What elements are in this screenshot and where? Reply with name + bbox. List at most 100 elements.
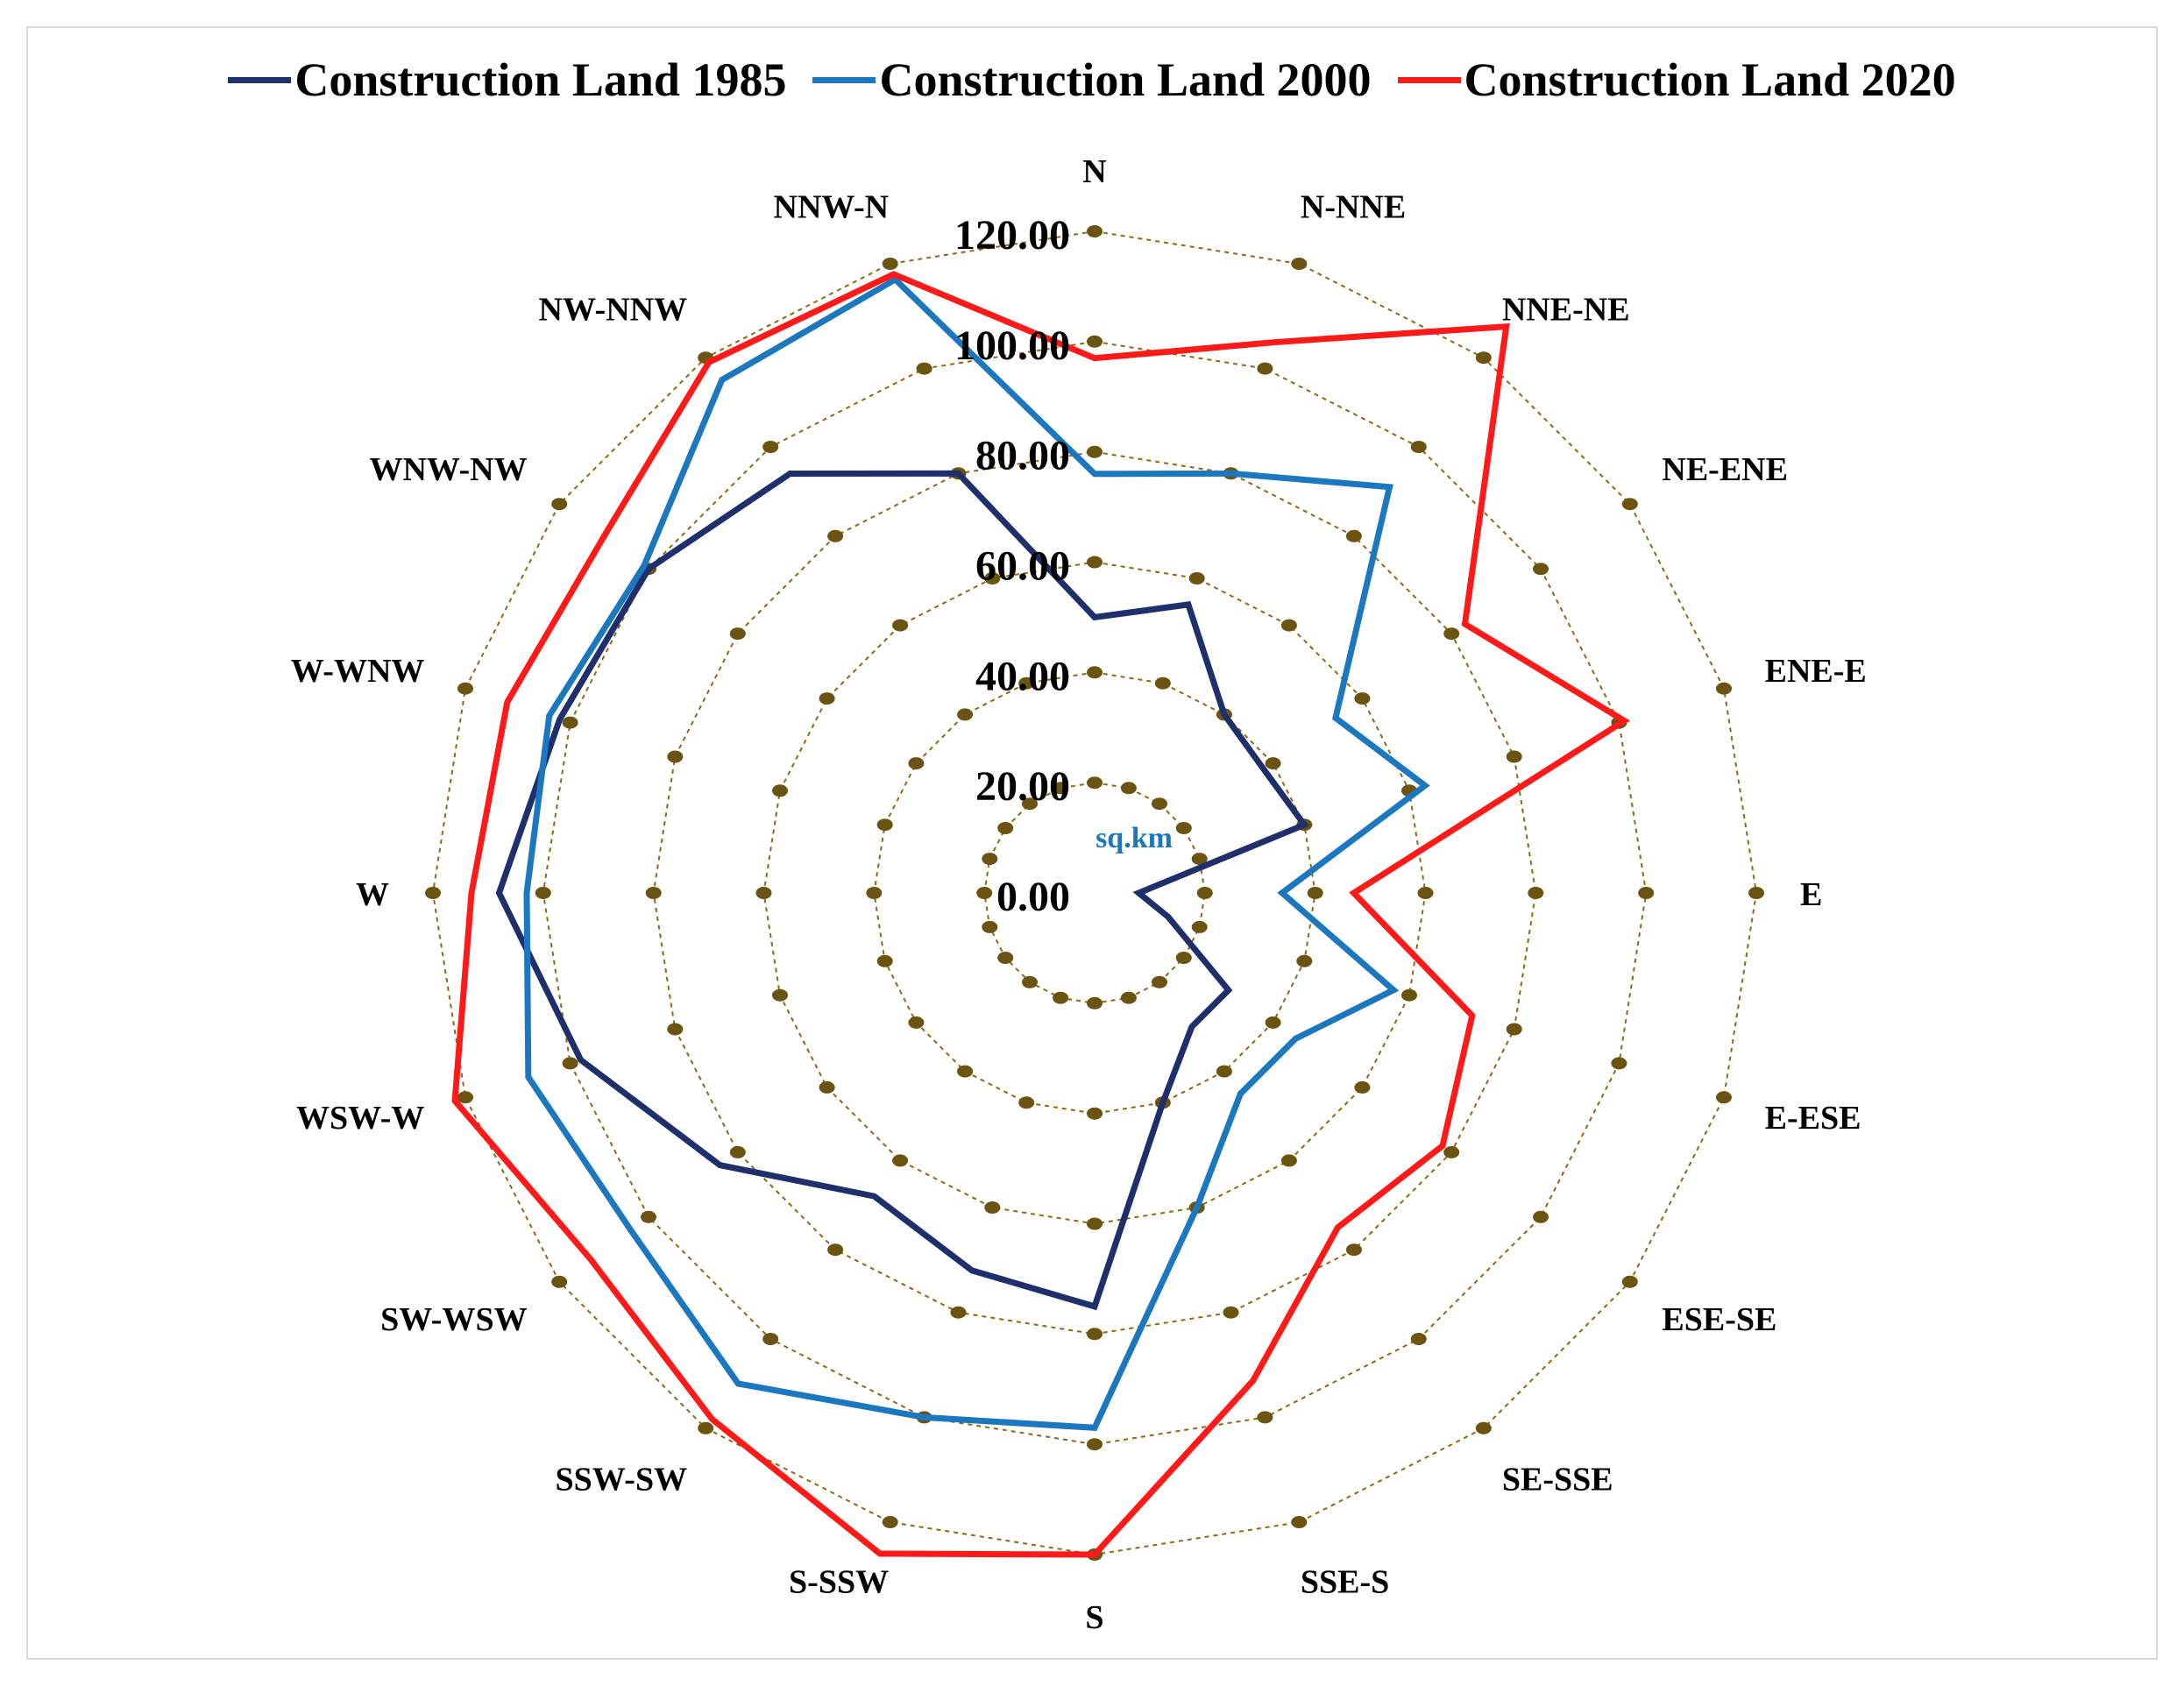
legend-entry-1985[interactable]: Construction Land 1985 — [228, 53, 786, 107]
grid-marker — [876, 954, 893, 967]
grid-marker — [1354, 692, 1371, 705]
grid-marker — [1621, 498, 1638, 511]
grid-marker — [1087, 335, 1103, 348]
category-label-w: W — [356, 876, 389, 913]
legend-entry-2000[interactable]: Construction Land 2000 — [812, 53, 1372, 107]
grid-marker — [1087, 1217, 1103, 1230]
category-label-e: E — [1800, 876, 1822, 913]
grid-marker — [1087, 776, 1103, 790]
chart-frame — [26, 26, 2158, 1660]
grid-marker — [957, 1065, 974, 1078]
r-tick-label: 20.00 — [975, 763, 1070, 810]
category-label-wnw-nw: WNW-NW — [369, 451, 527, 488]
grid-marker — [772, 988, 788, 1002]
category-label-se-sse: SE-SSE — [1502, 1461, 1613, 1498]
grid-marker — [762, 441, 779, 453]
grid-marker — [1087, 1107, 1103, 1120]
category-label-ene-e: ENE-E — [1765, 653, 1867, 690]
grid-marker — [1152, 797, 1167, 811]
grid-marker — [984, 1201, 1001, 1214]
r-tick-label: 40.00 — [975, 653, 1070, 699]
grid-marker — [1087, 1328, 1103, 1341]
legend-entry-2020[interactable]: Construction Land 2020 — [1397, 53, 1956, 107]
grid-marker — [562, 1057, 578, 1070]
grid-ring-100 — [542, 340, 1648, 1446]
grid-marker — [1716, 1091, 1732, 1104]
grid-marker — [819, 1080, 835, 1094]
r-tick-label: 0.00 — [996, 874, 1070, 920]
category-label-s-ssw: S-SSW — [789, 1564, 889, 1601]
grid-marker — [1022, 797, 1038, 811]
grid-marker — [1175, 822, 1192, 834]
grid-marker — [1087, 445, 1103, 458]
category-label-ssw-sw: SSW-SW — [555, 1461, 687, 1498]
grid-marker — [1533, 563, 1549, 576]
grid-marker — [1053, 991, 1069, 1004]
grid-marker — [1354, 1080, 1371, 1094]
grid-marker — [1087, 1438, 1103, 1451]
grid-marker — [1216, 1065, 1232, 1078]
grid-marker — [1533, 1210, 1549, 1223]
legend-label-1985: Construction Land 1985 — [294, 53, 787, 106]
grid-marker — [1611, 1057, 1627, 1070]
grid-marker — [729, 1145, 746, 1158]
grid-marker — [762, 1333, 779, 1345]
grid-marker — [997, 952, 1014, 964]
grid-marker — [1475, 1421, 1492, 1435]
grid-marker — [1154, 677, 1171, 690]
grid-marker — [1191, 920, 1208, 933]
grid-marker — [982, 920, 998, 933]
grid-marker — [1120, 991, 1137, 1004]
series-line-construction-land-1985[interactable] — [495, 470, 1309, 1311]
grid-marker — [535, 887, 551, 899]
grid-marker — [1196, 887, 1213, 899]
grid-marker — [1257, 1411, 1273, 1424]
grid-marker — [641, 1210, 656, 1223]
grid-marker — [1506, 750, 1522, 763]
grid-marker — [1506, 1023, 1522, 1036]
grid-marker — [457, 1091, 473, 1104]
grid-marker — [1528, 887, 1544, 899]
grid-marker — [827, 529, 844, 542]
grid-ring-40 — [873, 671, 1316, 1115]
r-tick-label: 120.00 — [954, 212, 1070, 259]
grid-marker — [1475, 351, 1492, 365]
legend-label-2020: Construction Land 2020 — [1464, 53, 1956, 106]
grid-marker — [667, 750, 684, 763]
grid-marker — [916, 362, 932, 375]
legend-swatch-2000 — [812, 76, 876, 83]
grid-marker — [667, 1023, 684, 1036]
radar-grid — [425, 225, 1764, 1561]
grid-marker — [1175, 952, 1192, 964]
grid-marker — [882, 258, 898, 270]
grid-marker — [1345, 529, 1362, 542]
grid-marker — [551, 1275, 568, 1288]
grid-marker — [1265, 1016, 1281, 1029]
grid-marker — [1018, 1096, 1035, 1109]
series-line-construction-land-2020[interactable] — [451, 271, 1631, 1558]
grid-marker — [1410, 1333, 1427, 1345]
grid-marker — [1716, 682, 1732, 695]
grid-marker — [1087, 225, 1103, 237]
category-label-ne-ene: NE-ENE — [1662, 451, 1788, 488]
grid-marker — [1280, 1154, 1297, 1167]
grid-marker — [908, 757, 925, 770]
grid-marker — [1291, 258, 1308, 270]
grid-marker — [950, 1306, 967, 1319]
grid-marker — [1401, 988, 1417, 1002]
chart-legend: Construction Land 1985 Construction Land… — [0, 53, 2184, 107]
legend-swatch-1985 — [228, 76, 292, 83]
grid-marker — [976, 887, 993, 899]
category-label-ese-se: ESE-SE — [1662, 1301, 1776, 1338]
grid-marker — [562, 716, 578, 729]
grid-marker — [827, 1243, 844, 1257]
grid-marker — [1410, 441, 1427, 453]
radar-series — [451, 271, 1631, 1558]
category-label-sw-wsw: SW-WSW — [380, 1301, 528, 1338]
series-line-construction-land-2000[interactable] — [523, 275, 1430, 1431]
grid-marker — [729, 627, 746, 641]
legend-label-2000: Construction Land 2000 — [879, 53, 1372, 106]
category-label-nnw-n: NNW-N — [774, 188, 890, 225]
grid-marker — [892, 1154, 909, 1167]
grid-marker — [982, 853, 998, 866]
